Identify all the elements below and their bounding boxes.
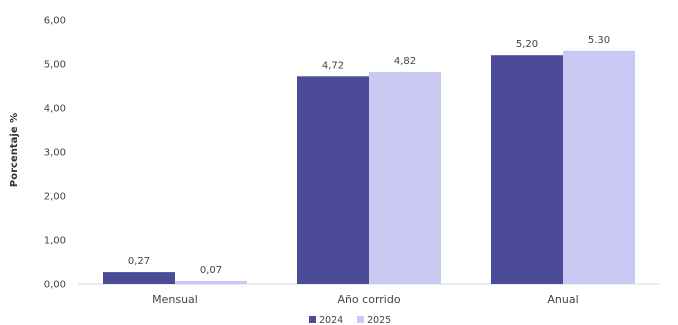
legend-label: 2024 [319, 315, 343, 325]
y-axis-ticks: 0,00 1,00 2,00 3,00 4,00 5,00 6,00 [44, 16, 66, 291]
y-tick-label: 6,00 [44, 16, 66, 27]
bar-2025-0 [175, 280, 247, 284]
y-tick-label: 3,00 [44, 148, 66, 159]
bar-2025-2 [563, 50, 635, 284]
legend-swatch-2024 [309, 316, 316, 323]
y-tick-label: 5,00 [44, 60, 66, 71]
data-label: 0,27 [128, 256, 150, 267]
bar-2024-1 [297, 76, 369, 284]
data-label: 4,82 [394, 56, 416, 67]
legend: 2024 2025 [309, 315, 391, 325]
data-label: 4,72 [322, 60, 344, 71]
data-label: 0,07 [200, 265, 222, 276]
category-label: Mensual [152, 293, 198, 306]
category-label: Año corrido [337, 293, 400, 306]
data-label: 5.30 [588, 35, 610, 46]
y-tick-label: 1,00 [44, 236, 66, 247]
y-axis-label: Porcentaje % [9, 113, 20, 187]
y-tick-label: 0,00 [44, 280, 66, 291]
category-labels: Mensual Año corrido Anual [152, 293, 579, 306]
bar-2025-1 [369, 71, 441, 284]
legend-label: 2025 [367, 315, 391, 325]
bar-2024-0 [103, 272, 175, 284]
data-label: 5,20 [516, 39, 538, 50]
legend-swatch-2025 [357, 316, 364, 323]
y-tick-label: 2,00 [44, 192, 66, 203]
bar-2024-2 [491, 55, 563, 285]
bars: 0,27 0,07 4,72 4,82 5,20 5.30 [103, 35, 635, 285]
category-label: Anual [547, 293, 578, 306]
y-tick-label: 4,00 [44, 104, 66, 115]
